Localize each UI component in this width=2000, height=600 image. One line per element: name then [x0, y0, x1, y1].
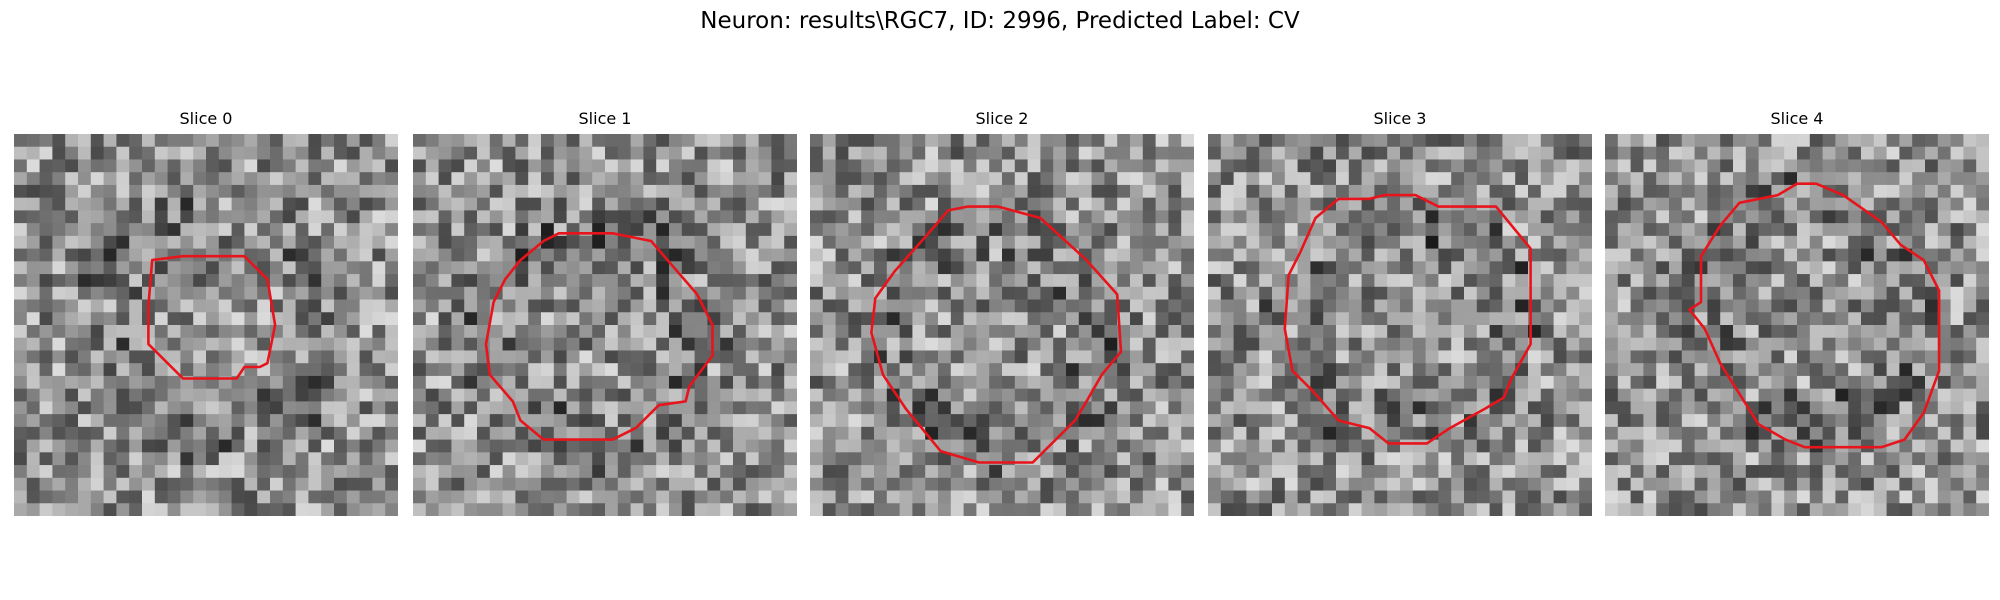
figure-title: Neuron: results\RGC7, ID: 2996, Predicte…: [700, 8, 1300, 34]
slice-texture: [810, 134, 1194, 516]
panel-title-slice-3: Slice 3: [1373, 109, 1427, 128]
segmentation-contour: [1283, 193, 1532, 445]
panel-title-slice-2: Slice 2: [975, 109, 1029, 128]
slice-texture: [1208, 134, 1592, 516]
slice-texture: [1605, 134, 1989, 516]
slice-image-0: [14, 134, 398, 516]
panel-title-slice-4: Slice 4: [1770, 109, 1824, 128]
slice-image-2: [810, 134, 1194, 516]
segmentation-contour: [484, 232, 714, 441]
slice-image-4: [1605, 134, 1989, 516]
segmentation-contour: [870, 205, 1123, 464]
panel-title-slice-0: Slice 0: [179, 109, 233, 128]
segmentation-contour: [147, 254, 277, 380]
slice-texture: [14, 134, 398, 516]
slice-image-1: [413, 134, 797, 516]
segmentation-contour: [1688, 182, 1941, 449]
slice-image-3: [1208, 134, 1592, 516]
slice-texture: [413, 134, 797, 516]
panel-title-slice-1: Slice 1: [578, 109, 632, 128]
